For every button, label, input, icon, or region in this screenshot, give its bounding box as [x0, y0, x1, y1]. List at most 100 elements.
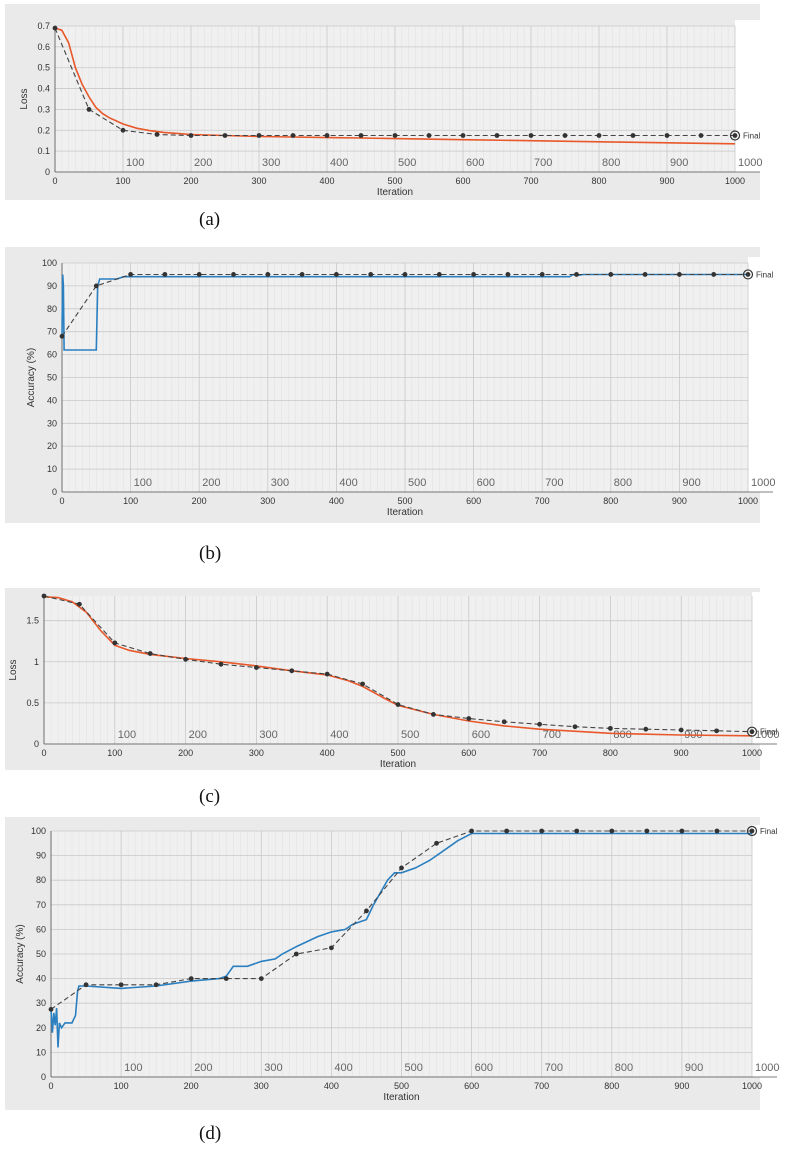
data-point: [265, 272, 271, 277]
chart-a-svg: 0 100 200 300 400 500 600 700 800 900 1000 0 0.1 0.2 0…: [5, 4, 763, 200]
x-tick-label: 900: [659, 176, 674, 186]
plot-right-strip: [752, 825, 766, 1077]
data-point: [231, 272, 236, 277]
inner-axis-label: 200: [202, 477, 220, 489]
caption-a: (a): [199, 209, 221, 230]
x-axis-label: Iteration: [387, 507, 423, 518]
plot-right-strip: [748, 257, 764, 492]
y-tick-label: 30: [47, 418, 57, 428]
data-point: [679, 828, 685, 834]
y-tick-label: 40: [36, 974, 46, 984]
data-point: [293, 951, 299, 957]
final-label: Final: [760, 728, 778, 737]
data-point: [289, 668, 295, 674]
inner-axis-label: 700: [534, 157, 552, 169]
inner-axis-label: 700: [545, 1062, 563, 1074]
inner-axis-label: 100: [118, 729, 136, 741]
data-point: [732, 133, 738, 138]
data-point: [714, 828, 720, 834]
inner-axis-label: 300: [259, 729, 277, 741]
inner-axis-label: 800: [614, 477, 632, 489]
chart-panel-d: 0 100 200 300 400 500 600 700 800 900 1000 0 10 20 30 4…: [0, 815, 807, 1151]
y-tick-label: 0: [45, 167, 50, 177]
data-point: [395, 702, 401, 707]
x-tick-label: 800: [603, 748, 618, 758]
y-tick-label: 90: [47, 281, 57, 291]
data-point: [572, 724, 578, 730]
x-tick-label: 600: [464, 1081, 479, 1091]
data-point: [609, 828, 615, 834]
inner-axis-label: 700: [543, 729, 561, 741]
y-tick-label: 100: [42, 258, 57, 268]
data-point: [358, 133, 364, 138]
y-tick-label: 0.2: [37, 125, 50, 135]
y-tick-label: 10: [47, 464, 57, 474]
x-tick-label: 500: [387, 176, 402, 186]
data-point: [471, 272, 476, 277]
data-point: [501, 719, 507, 725]
final-label: Final: [743, 132, 761, 141]
y-tick-label: 0: [41, 1072, 46, 1082]
data-point: [52, 25, 58, 31]
inner-axis-label: 100: [124, 1062, 142, 1074]
x-tick-label: 400: [329, 496, 344, 506]
data-point: [324, 671, 330, 677]
y-tick-label: 20: [36, 1023, 46, 1033]
data-point: [93, 283, 99, 289]
x-tick-label: 300: [251, 176, 266, 186]
data-point: [504, 828, 510, 834]
final-marker-ring: [729, 130, 741, 141]
x-tick-label: 300: [249, 748, 264, 758]
inner-axis-label: 900: [670, 157, 688, 169]
x-tick-label: 300: [260, 496, 275, 506]
data-point: [183, 656, 189, 662]
data-point: [162, 272, 168, 277]
data-point: [644, 828, 650, 834]
inner-axis-label: 500: [408, 477, 426, 489]
x-tick-label: 0: [48, 1081, 53, 1091]
y-tick-label: 30: [36, 998, 46, 1008]
x-tick-label: 400: [320, 748, 335, 758]
caption-c: (c): [199, 786, 221, 807]
data-point: [642, 272, 648, 277]
data-point: [360, 681, 365, 687]
inner-axis-label: 800: [615, 1062, 633, 1074]
data-point: [86, 107, 92, 112]
data-point: [596, 133, 602, 138]
inner-axis-label: 400: [339, 477, 357, 489]
data-point: [223, 976, 229, 981]
final-marker-ring: [746, 726, 758, 737]
y-tick-label: 50: [47, 373, 57, 383]
series-line: [43, 596, 753, 737]
inner-axis-label: 400: [330, 157, 348, 169]
inner-axis-label: 300: [262, 157, 280, 169]
final-label: Final: [760, 827, 778, 836]
data-point: [402, 272, 408, 277]
data-point: [120, 127, 126, 133]
inner-axis-label: 600: [475, 1062, 493, 1074]
data-point: [539, 272, 545, 277]
x-tick-label: 900: [674, 748, 689, 758]
data-point: [749, 729, 755, 735]
plot-right-strip: [735, 20, 763, 172]
final-label: Final: [756, 270, 774, 279]
y-tick-label: 90: [36, 851, 46, 861]
y-tick-label: 80: [47, 304, 57, 314]
x-tick-label: 200: [184, 1081, 199, 1091]
data-point: [698, 133, 704, 138]
data-point: [77, 601, 82, 607]
inner-axis-label: 500: [405, 1062, 423, 1074]
x-tick-label: 700: [535, 496, 550, 506]
inner-axis-label: 400: [334, 1062, 352, 1074]
inner-axis-label: 200: [194, 157, 212, 169]
x-tick-label: 0: [41, 748, 46, 758]
inner-axis-label: 900: [682, 477, 700, 489]
y-axis-label: Accuracy (%): [26, 348, 37, 407]
x-axis-label: Iteration: [380, 759, 416, 770]
y-tick-label: 0.4: [37, 84, 50, 94]
data-point: [112, 640, 118, 646]
data-point: [147, 651, 153, 656]
y-tick-label: 0.6: [37, 42, 50, 52]
y-tick-label: 0.5: [37, 63, 50, 73]
final-marker-ring: [746, 825, 758, 837]
